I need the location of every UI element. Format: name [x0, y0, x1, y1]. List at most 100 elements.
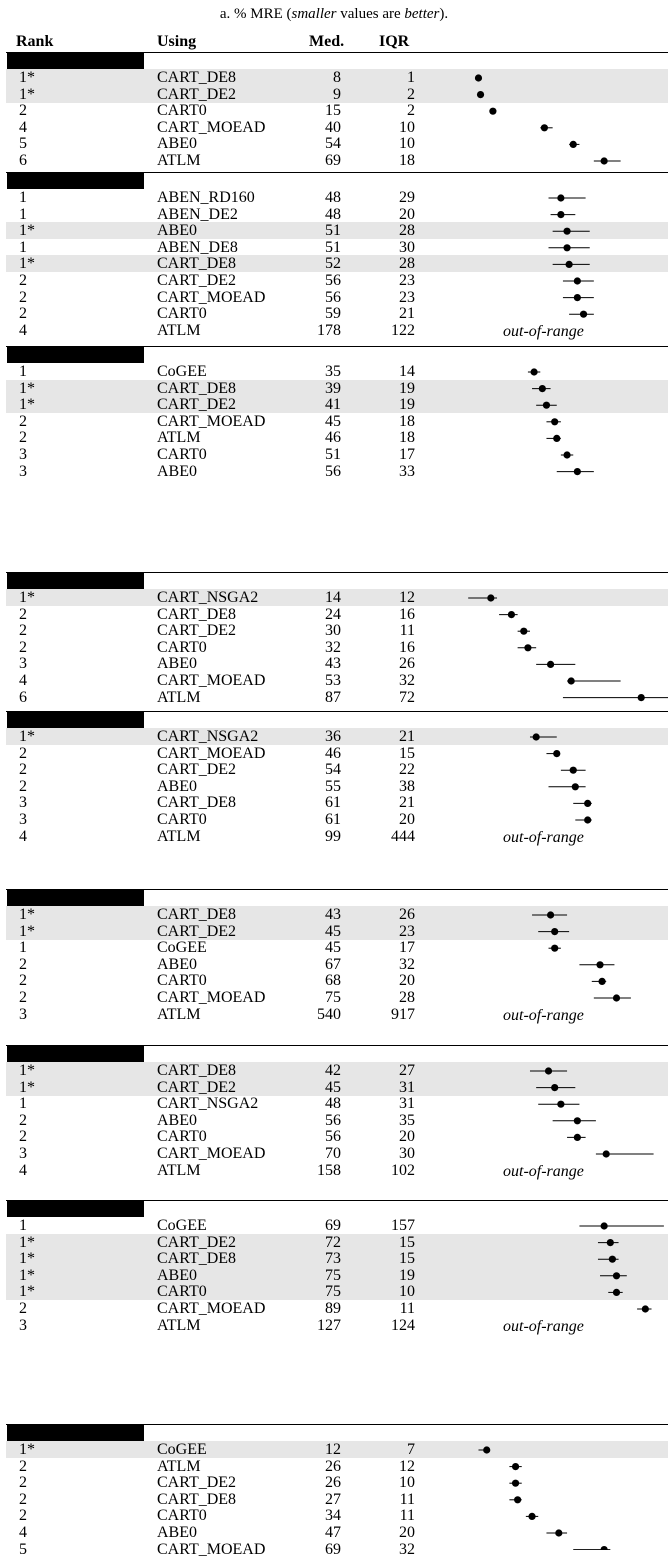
median-cell: 14 [325, 589, 341, 606]
iqr-cell: 10 [399, 118, 415, 136]
rank-cell: 2 [19, 1457, 27, 1475]
iqr-cell: 11 [399, 1300, 415, 1317]
median-cell: 34 [325, 1507, 341, 1525]
iqr-cell: 15 [399, 1233, 415, 1251]
median-cell: 40 [325, 118, 341, 136]
using-cell: CART_MOEAD [157, 1540, 266, 1558]
median-cell: 48 [325, 205, 341, 223]
using-cell: CART_DE2 [157, 622, 237, 640]
row-highlight [6, 85, 668, 103]
using-cell: ABE0 [157, 462, 197, 480]
dataset-header [7, 711, 144, 728]
median-cell: 59 [325, 305, 341, 323]
using-cell: CART_DE2 [157, 1474, 237, 1492]
median-cell: 67 [325, 955, 341, 973]
rank-cell: 5 [19, 135, 27, 153]
iqr-cell: 72 [399, 688, 415, 706]
iqr-cell: 28 [399, 255, 415, 273]
column-header-using: Using [157, 33, 197, 50]
column-header-iqr: IQR [379, 33, 410, 50]
using-cell: CoGEE [157, 363, 207, 380]
iqr-cell: 31 [399, 1095, 415, 1113]
using-cell: CART_DE8 [157, 1250, 237, 1268]
iqr-cell: 11 [399, 1490, 415, 1508]
using-cell: CART_MOEAD [157, 288, 266, 306]
iqr-cell: 17 [399, 446, 415, 463]
median-cell: 24 [325, 605, 341, 623]
iqr-cell: 32 [399, 672, 415, 689]
using-cell: CART_DE2 [157, 85, 237, 103]
using-cell: ABE0 [157, 777, 197, 795]
using-cell: CART_DE8 [157, 379, 237, 397]
rank-cell: 2 [19, 1490, 27, 1508]
using-cell: ABE0 [157, 1524, 197, 1541]
median-cell: 54 [325, 761, 341, 779]
iqr-cell: 917 [391, 1005, 415, 1023]
median-cell: 158 [317, 1161, 341, 1179]
rank-cell: 2 [19, 638, 27, 656]
group-rule [6, 1045, 668, 1046]
rank-cell: 2 [19, 1507, 27, 1525]
median-cell: 35 [325, 363, 341, 380]
iqr-cell: 2 [407, 85, 415, 103]
median-cell: 26 [325, 1474, 341, 1492]
rank-cell: 1* [19, 1062, 35, 1079]
rank-cell: 1 [19, 363, 27, 380]
caption-text-middle: values are [336, 6, 405, 22]
row-highlight [6, 728, 668, 745]
median-cell: 52 [325, 255, 341, 273]
using-cell: ABE0 [157, 1111, 197, 1129]
median-cell: 51 [325, 222, 341, 240]
using-cell: CART_MOEAD [157, 672, 266, 689]
median-cell: 53 [325, 672, 341, 689]
rank-cell: 2 [19, 1111, 27, 1129]
median-cell: 43 [325, 655, 341, 673]
using-cell: CoGEE [157, 939, 207, 957]
using-cell: ABEN_RD160 [157, 189, 255, 206]
rank-cell: 1* [19, 1283, 35, 1301]
median-cell: 26 [325, 1457, 341, 1475]
row-highlight [6, 1062, 668, 1079]
group-rule [6, 1200, 668, 1201]
median-cell: 51 [325, 446, 341, 463]
using-cell: CART_DE8 [157, 605, 237, 623]
rank-cell: 2 [19, 102, 27, 120]
median-cell: 56 [325, 272, 341, 289]
dataset-header [7, 172, 144, 189]
iqr-cell: 21 [399, 794, 415, 812]
using-cell: CART_DE2 [157, 761, 237, 779]
using-cell: CART_MOEAD [157, 412, 266, 430]
median-cell: 8 [333, 69, 341, 86]
iqr-cell: 18 [399, 429, 415, 447]
group-rule [6, 346, 668, 347]
rank-cell: 3 [19, 1145, 27, 1162]
rank-cell: 3 [19, 1316, 27, 1334]
rank-cell: 4 [19, 321, 27, 339]
row-highlight [6, 69, 668, 86]
median-cell: 178 [317, 321, 341, 339]
rank-cell: 1* [19, 1233, 35, 1251]
median-cell: 75 [325, 1283, 341, 1301]
using-cell: ABE0 [157, 1266, 197, 1284]
rank-cell: 1* [19, 379, 35, 397]
median-cell: 42 [325, 1062, 341, 1079]
rank-cell: 3 [19, 462, 27, 480]
row-highlight [6, 1266, 668, 1284]
rank-cell: 5 [19, 1540, 27, 1558]
dataset-header [7, 346, 144, 363]
rank-cell: 3 [19, 655, 27, 673]
using-cell: CART_DE8 [157, 906, 237, 923]
dataset-header [7, 572, 144, 589]
rank-cell: 6 [19, 152, 27, 169]
using-cell: CART0 [157, 811, 207, 828]
median-cell: 30 [325, 622, 341, 640]
using-cell: CART_NSGA2 [157, 1095, 259, 1113]
using-cell: CART_DE2 [157, 272, 237, 289]
using-cell: CART_DE8 [157, 255, 237, 273]
iqr-cell: 18 [399, 412, 415, 430]
median-cell: 61 [325, 811, 341, 828]
row-highlight [6, 379, 668, 397]
median-cell: 69 [325, 1217, 341, 1234]
iqr-cell: 10 [399, 1474, 415, 1492]
table-caption: a. % MRE (smaller values are better). [0, 6, 668, 23]
